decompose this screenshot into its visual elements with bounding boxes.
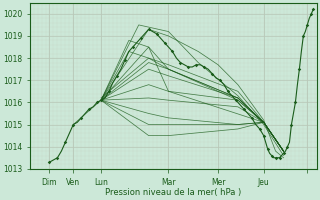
X-axis label: Pression niveau de la mer( hPa ): Pression niveau de la mer( hPa ): [105, 188, 242, 197]
